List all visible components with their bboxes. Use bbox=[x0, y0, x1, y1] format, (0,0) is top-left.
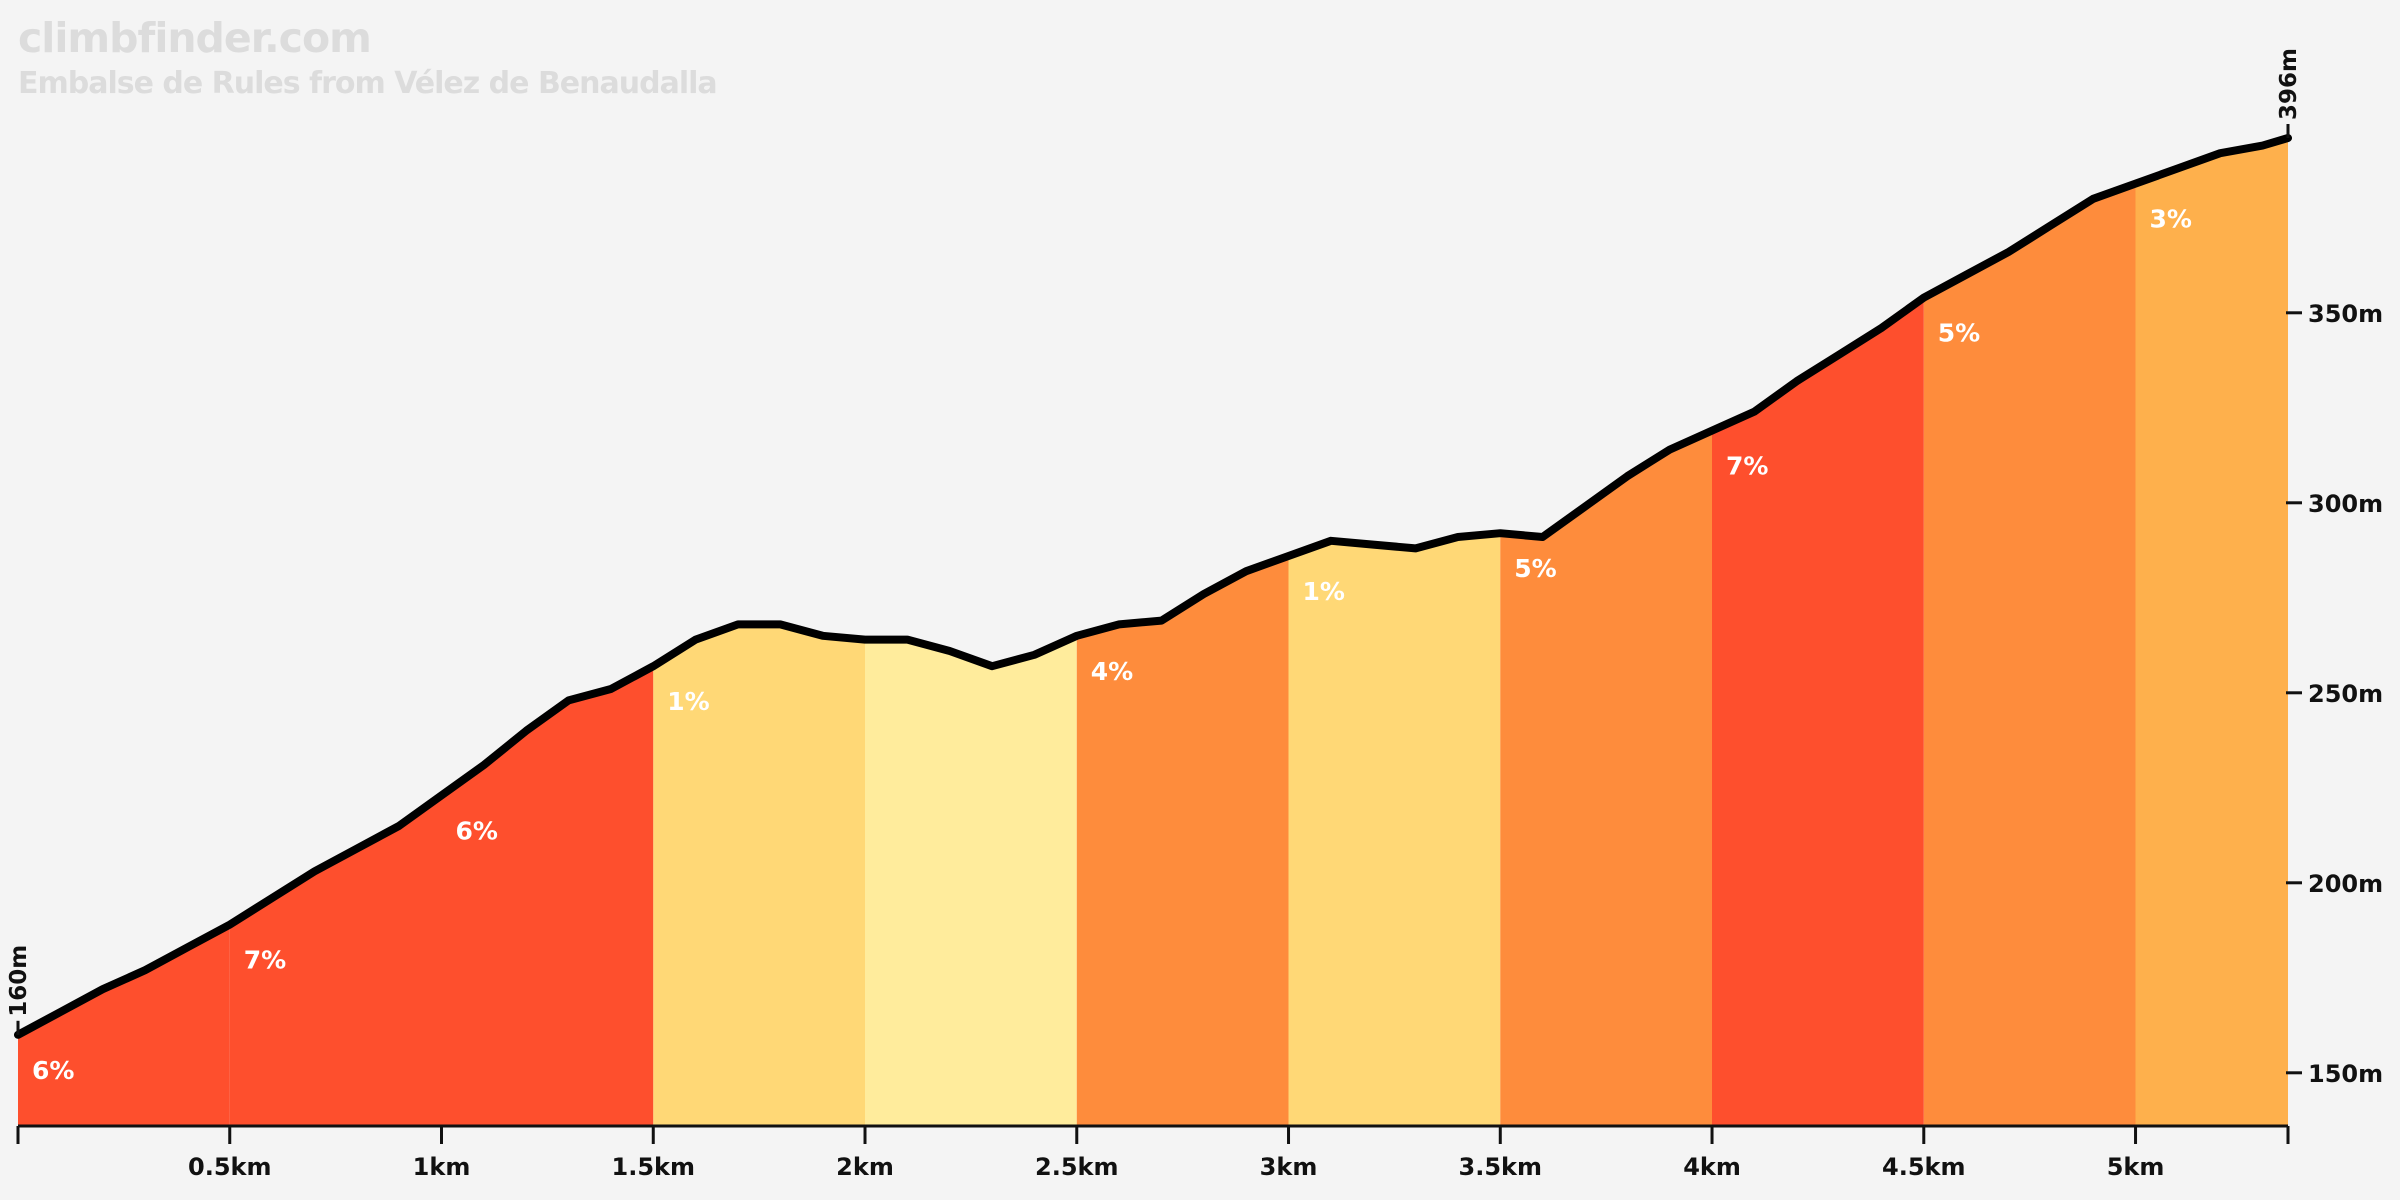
gradient-segment-11 bbox=[2135, 138, 2288, 1126]
endpoint-labels: 160m 396m bbox=[6, 48, 2302, 1035]
y-axis: 150m 200m 250m 300m 350m bbox=[2286, 300, 2383, 1088]
x-tick-label: 3km bbox=[1260, 1153, 1318, 1181]
gradient-segment-2 bbox=[229, 795, 442, 1126]
grade-label: 5% bbox=[1514, 554, 1556, 583]
gradient-segments bbox=[18, 138, 2288, 1127]
x-tick-label: 2.5km bbox=[1035, 1153, 1118, 1181]
grade-label: 1% bbox=[667, 687, 709, 716]
x-tick-label: 0.5km bbox=[188, 1153, 271, 1181]
gradient-segment-1 bbox=[18, 924, 230, 1126]
x-tick-label: 1.5km bbox=[612, 1153, 695, 1181]
x-axis: 0.5km 1km 1.5km 2km 2.5km 3km 3.5km 4km 4.5km 5km bbox=[16, 1124, 2290, 1181]
grade-label: 1% bbox=[1303, 577, 1345, 606]
gradient-segment-4 bbox=[653, 624, 865, 1126]
x-tick-label: 5km bbox=[2107, 1153, 2165, 1181]
y-tick-label: 350m bbox=[2308, 300, 2383, 328]
elevation-profile-line bbox=[14, 134, 2292, 1039]
grade-label: 3% bbox=[2150, 205, 2192, 234]
climb-title: Embalse de Rules from Vélez de Benaudall… bbox=[18, 66, 718, 101]
grade-label: 5% bbox=[1938, 319, 1980, 348]
y-tick-label: 200m bbox=[2308, 870, 2383, 898]
x-tick-label: 1km bbox=[413, 1153, 471, 1181]
y-tick-label: 150m bbox=[2308, 1060, 2383, 1088]
grade-label: 7% bbox=[244, 946, 286, 975]
brand-watermark: climbfinder.com bbox=[18, 14, 372, 62]
gradient-segment-5 bbox=[865, 635, 1077, 1126]
x-tick-label: 4km bbox=[1683, 1153, 1741, 1181]
grade-label: 6% bbox=[32, 1056, 74, 1085]
gradient-segment-7 bbox=[1288, 533, 1501, 1126]
gradient-segment-8 bbox=[1500, 430, 1712, 1127]
x-tick-label: 4.5km bbox=[1882, 1153, 1965, 1181]
x-tick-label: 2km bbox=[836, 1153, 894, 1181]
grade-label: 6% bbox=[456, 816, 498, 845]
gradient-segment-6 bbox=[1076, 556, 1289, 1126]
gradient-segment-9 bbox=[1712, 297, 1924, 1127]
gradient-segment-10 bbox=[1923, 183, 2136, 1127]
gradient-segment-3 bbox=[441, 666, 654, 1126]
y-tick-label: 300m bbox=[2308, 490, 2383, 518]
end-elevation-label: 396m bbox=[2276, 48, 2302, 120]
x-tick-label: 3.5km bbox=[1459, 1153, 1542, 1181]
grade-label: 4% bbox=[1091, 657, 1133, 686]
y-tick-label: 250m bbox=[2308, 680, 2383, 708]
start-elevation-label: 160m bbox=[6, 945, 32, 1017]
grade-labels: 6% 7% 6% 1% 4% 1% 5% 7% 5% 3% bbox=[32, 205, 2192, 1085]
grade-label: 7% bbox=[1726, 452, 1768, 481]
